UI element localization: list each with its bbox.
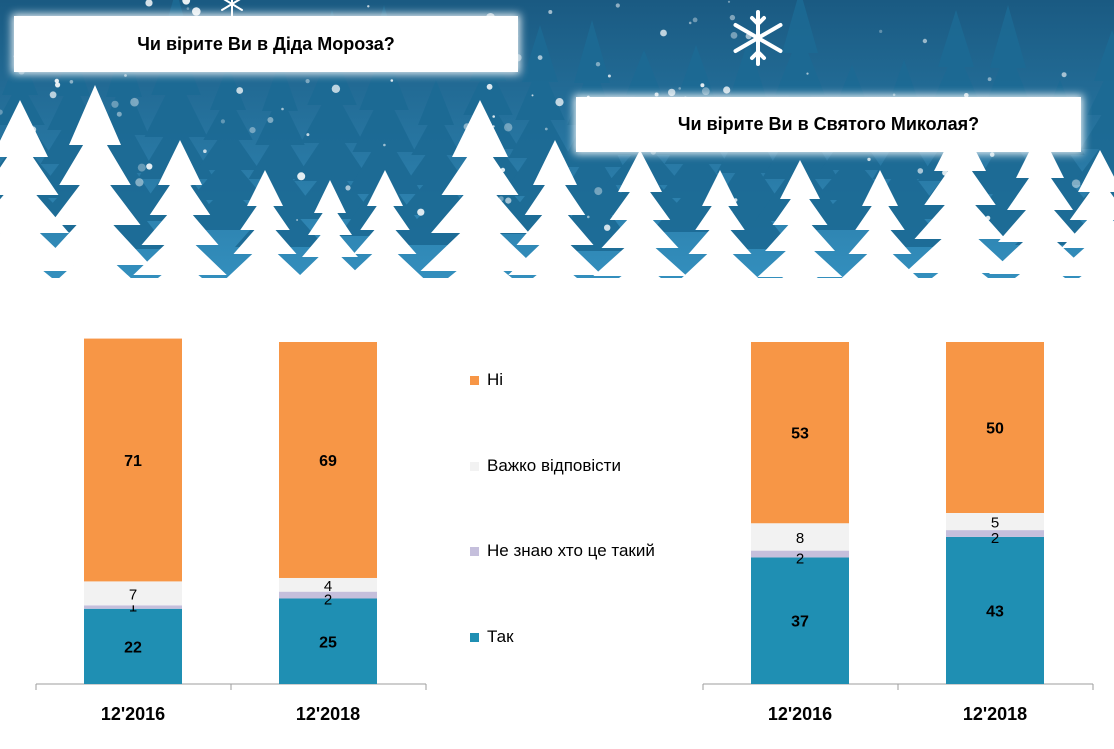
data-label-vazhko: 8 [796,530,804,547]
bar-segment-tak [279,598,377,684]
legend-item-tak: Так [470,627,514,647]
chart-title-right: Чи вірите Ви в Святого Миколая? [576,97,1081,152]
data-label-ne-znayu: 1 [129,598,137,615]
bar-segment-vazhko [946,513,1044,531]
bar-segment-ni [751,342,849,524]
data-label-ne-znayu: 2 [324,592,332,609]
data-label-vazhko: 7 [129,586,137,603]
data-label-vazhko: 5 [991,515,999,532]
bar-segment-vazhko [279,577,377,592]
data-label-ni: 53 [791,426,809,443]
bar-segment-tak [946,536,1044,684]
legend-swatch-vazhko [470,461,479,471]
legend-label-vazhko: Важко відповісти [487,456,621,475]
x-tick-label: 12'2016 [101,704,165,724]
chart-title-left: Чи вірите Ви в Діда Мороза? [14,16,518,72]
data-label-ne-znayu: 2 [991,530,999,547]
legend-label-ni: Ні [487,370,504,389]
legend-label-ne-znayu: Не знаю хто це такий [487,541,655,560]
bar-segment-vazhko [84,581,182,606]
legend-swatch-tak [470,632,479,642]
bar-segment-tak [751,557,849,684]
data-label-tak: 37 [791,614,809,631]
data-label-tak: 25 [319,634,337,651]
data-label-vazhko: 4 [324,578,332,595]
bar-segment-ne-znayu [279,591,377,599]
legend-item-vazhko: Важко відповісти [470,456,621,476]
data-label-ni: 71 [124,453,142,470]
legend-label-tak: Так [487,627,514,646]
data-label-tak: 22 [124,639,142,656]
bar-segment-ni [84,338,182,582]
legend-item-ni: Ні [470,370,503,390]
winter-banner-art [0,0,1114,300]
data-label-ni: 69 [319,453,337,470]
bar-segment-ni [946,342,1044,513]
bar-segment-ne-znayu [84,605,182,609]
data-label-ni: 50 [986,421,1004,438]
winter-banner [0,0,1114,300]
bar-segment-ne-znayu [751,550,849,558]
snowflake-icon [221,0,243,17]
bar-segment-tak [84,608,182,684]
bar-segment-vazhko [751,523,849,551]
snowflake-icon [733,10,783,66]
legend-swatch-ni [470,375,479,385]
bar-segment-ne-znayu [946,530,1044,537]
x-tick-label: 12'2018 [296,704,360,724]
legend-item-ne-znayu: Не знаю хто це такий [470,541,655,561]
data-label-ne-znayu: 2 [796,551,804,568]
x-tick-label: 12'2018 [963,704,1027,724]
bar-segment-ni [279,342,377,578]
data-label-tak: 43 [986,603,1004,620]
x-tick-label: 12'2016 [768,704,832,724]
legend-swatch-ne-znayu [470,546,479,556]
